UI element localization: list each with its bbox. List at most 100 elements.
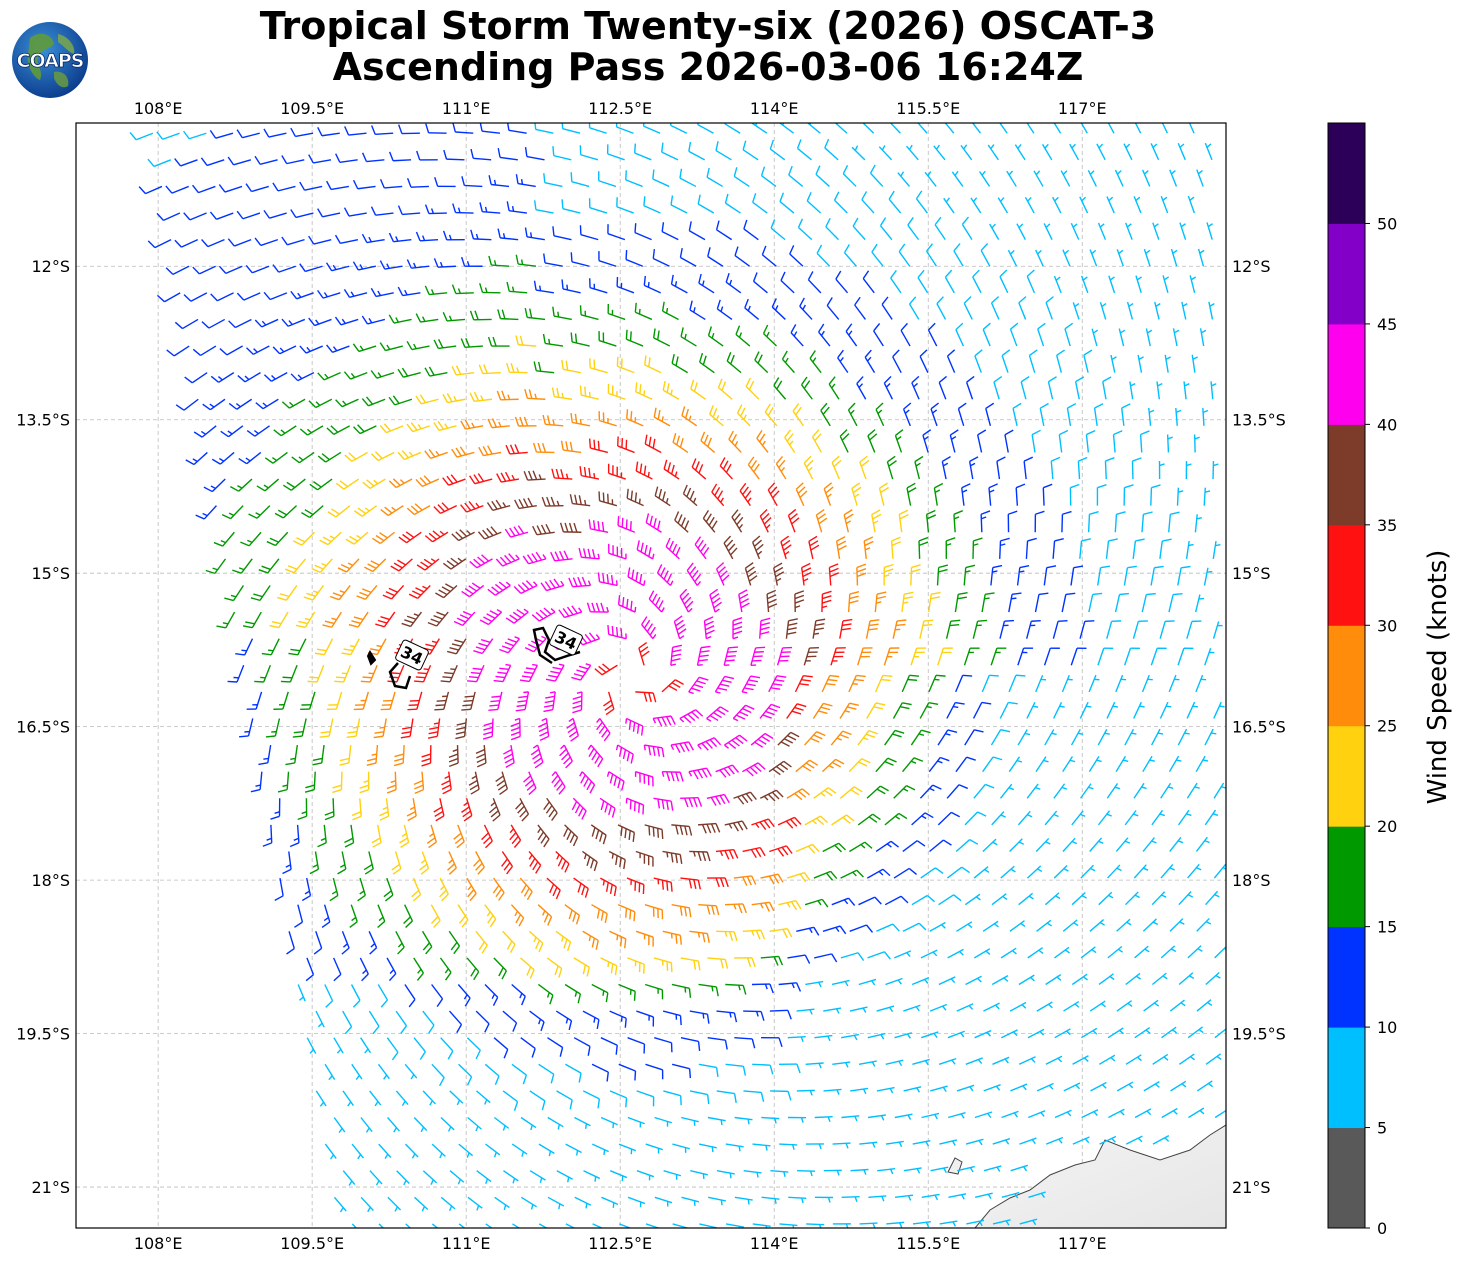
wind-barb xyxy=(1096,483,1107,506)
gridlines xyxy=(76,123,1226,1228)
wind-barb xyxy=(415,313,439,323)
wind-barb xyxy=(1125,1054,1142,1065)
wind-barb xyxy=(350,984,361,1008)
wind-barb xyxy=(625,250,644,267)
wind-barb xyxy=(938,894,962,906)
tick-label-lon-top: 117°E xyxy=(1058,99,1107,118)
wind-barb xyxy=(380,505,404,517)
wind-barb xyxy=(220,425,244,438)
tick-label-lat-right: 21°S xyxy=(1232,1178,1271,1197)
wind-barb xyxy=(452,203,474,214)
wind-barb xyxy=(645,1223,661,1228)
wind-barb xyxy=(707,326,724,347)
wind-barb xyxy=(147,239,172,249)
wind-barb xyxy=(861,191,875,214)
wind-barb xyxy=(375,611,396,628)
wind-barb xyxy=(537,904,553,926)
wind-barb xyxy=(493,1116,510,1131)
wind-barb xyxy=(661,142,679,161)
wind-barb xyxy=(266,531,289,547)
wind-barb xyxy=(925,509,937,533)
wind-barb xyxy=(697,822,721,834)
wind-barb xyxy=(388,151,412,162)
wind-barb xyxy=(499,636,520,654)
wind-barb xyxy=(524,227,545,241)
wind-barb xyxy=(1178,972,1195,986)
wind-barb xyxy=(1017,647,1034,666)
wind-barb xyxy=(711,483,725,507)
wind-barb xyxy=(272,264,296,273)
wind-barb xyxy=(406,798,417,822)
wind-barb xyxy=(971,123,982,134)
wind-barb xyxy=(263,291,288,301)
wind-barb xyxy=(991,811,1006,826)
wind-barb xyxy=(946,784,969,799)
wind-barb xyxy=(386,771,397,794)
wind-barb xyxy=(588,438,608,454)
wind-barb xyxy=(570,172,590,188)
wind-barb xyxy=(725,1223,744,1228)
wind-barb xyxy=(458,1143,474,1158)
wind-barb xyxy=(930,1085,948,1092)
wind-barb xyxy=(702,509,718,533)
wind-barb xyxy=(1043,647,1060,666)
wind-barb xyxy=(218,184,243,193)
wind-barb xyxy=(469,473,493,485)
wind-barb xyxy=(524,147,545,161)
wind-barb xyxy=(481,824,493,849)
wind-barb xyxy=(944,123,955,134)
wind-barb xyxy=(1053,275,1062,294)
wind-barb xyxy=(1035,249,1044,267)
wind-barb xyxy=(1023,456,1034,480)
wind-barb xyxy=(175,398,199,411)
wind-barb xyxy=(351,1223,358,1228)
wind-barb xyxy=(165,185,189,194)
wind-barb xyxy=(997,197,1009,214)
wind-barb xyxy=(723,646,739,666)
wind-barb xyxy=(543,173,563,188)
wind-barb xyxy=(944,269,955,294)
wind-barb xyxy=(636,540,655,560)
wind-barb xyxy=(867,429,878,453)
wind-barb xyxy=(759,508,772,533)
wind-barb xyxy=(856,563,867,586)
wind-barb xyxy=(734,246,750,267)
wind-barb xyxy=(448,1010,463,1034)
wind-barb xyxy=(532,442,555,454)
wind-barb xyxy=(822,925,847,935)
wind-barb xyxy=(479,608,503,626)
wind-barb xyxy=(648,590,665,613)
wind-barb xyxy=(1054,1028,1071,1039)
wind-barb xyxy=(1008,756,1023,773)
wind-barb xyxy=(878,145,893,161)
wind-barb xyxy=(859,1141,878,1148)
wind-barb xyxy=(698,273,715,294)
wind-barb xyxy=(871,509,882,533)
wind-barb xyxy=(1060,170,1071,187)
wind-barb xyxy=(227,156,252,166)
wind-barb xyxy=(796,1008,815,1015)
wind-barb xyxy=(439,957,452,981)
wind-barb xyxy=(351,1143,365,1160)
wind-barb xyxy=(725,1063,747,1076)
wind-barb xyxy=(987,144,999,161)
wind-barb xyxy=(600,877,617,897)
wind-barb xyxy=(1034,510,1045,533)
wind-barb xyxy=(406,422,430,433)
wind-barb xyxy=(1131,457,1142,480)
wind-barb xyxy=(723,535,738,560)
wind-barb xyxy=(591,983,609,1003)
wind-barb xyxy=(777,731,800,747)
wind-barb xyxy=(291,451,315,464)
wind-barb xyxy=(894,1194,914,1201)
wind-barb xyxy=(973,866,990,879)
wind-barb xyxy=(901,591,914,613)
wind-barb xyxy=(876,1005,895,1013)
wind-barb xyxy=(972,269,982,294)
wind-barb xyxy=(424,366,448,377)
wind-barb xyxy=(359,771,370,794)
wind-barb xyxy=(165,265,190,276)
wind-barb xyxy=(413,1117,428,1133)
wind-barb xyxy=(371,824,382,848)
wind-barb xyxy=(679,588,694,613)
